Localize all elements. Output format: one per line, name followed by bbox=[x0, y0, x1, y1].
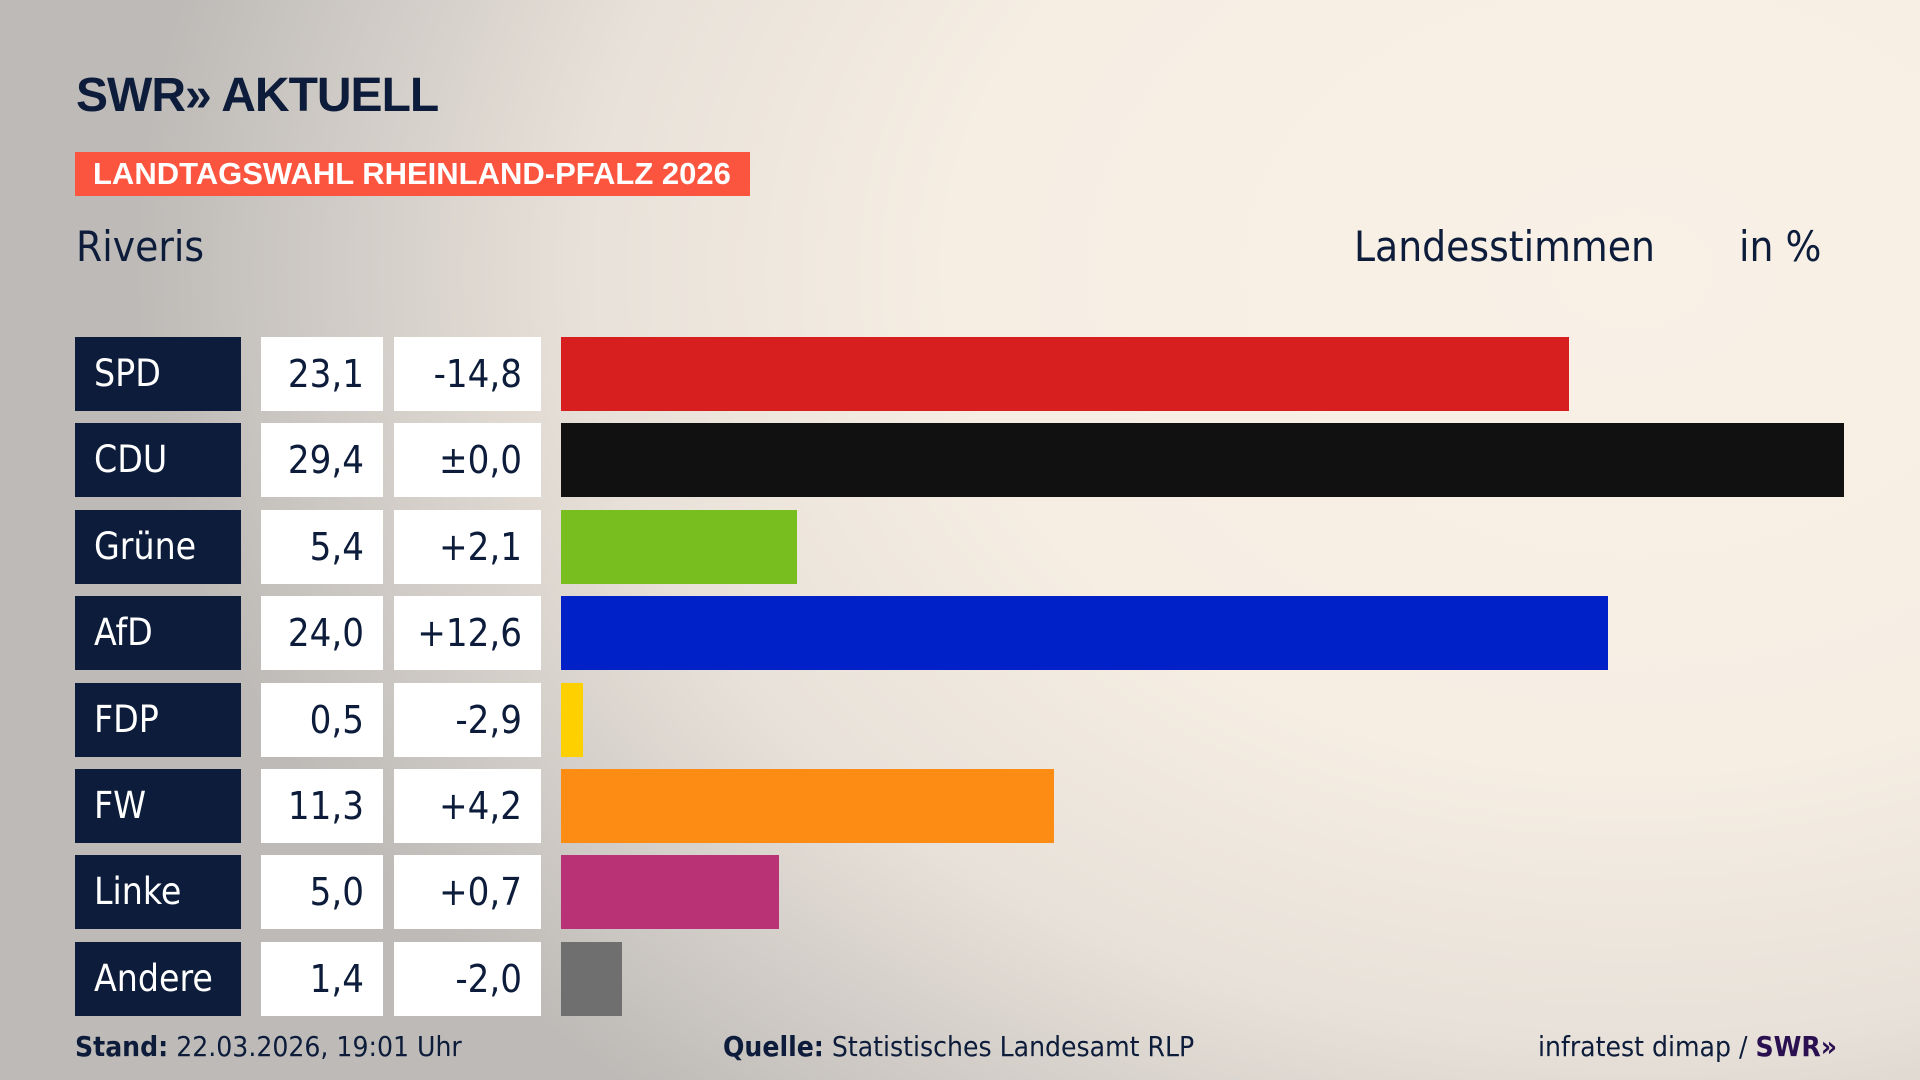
stand-value: 22.03.2026, 19:01 Uhr bbox=[176, 1030, 462, 1063]
diff-label: -2,9 bbox=[394, 682, 541, 757]
value-label: 11,3 bbox=[261, 769, 383, 843]
value-label: 24,0 bbox=[261, 596, 383, 671]
source-label: Quelle: bbox=[723, 1030, 824, 1063]
bar-spd bbox=[561, 337, 1570, 411]
bar-linke bbox=[561, 855, 780, 930]
party-label: SPD bbox=[75, 337, 241, 411]
value-label: 29,4 bbox=[261, 423, 383, 498]
party-label: Linke bbox=[75, 855, 241, 930]
value-label: 5,0 bbox=[261, 855, 383, 930]
diff-label: -14,8 bbox=[394, 337, 541, 411]
diff-label: +4,2 bbox=[394, 769, 541, 843]
party-label: AfD bbox=[75, 596, 241, 671]
swr-aktuell-logo: SWR» AKTUELL bbox=[76, 69, 439, 122]
value-label: 0,5 bbox=[261, 682, 383, 757]
diff-label: +12,6 bbox=[394, 596, 541, 671]
diff-label: -2,0 bbox=[394, 941, 541, 1016]
source-value: Statistisches Landesamt RLP bbox=[831, 1030, 1195, 1063]
value-label: 1,4 bbox=[261, 941, 383, 1016]
bar-andere bbox=[561, 941, 623, 1016]
credit: infratest dimap / SWR» bbox=[1538, 1030, 1837, 1063]
bar-afd bbox=[561, 596, 1609, 671]
credit-text: infratest dimap / bbox=[1538, 1030, 1748, 1063]
party-label: FW bbox=[75, 769, 241, 843]
party-label: Grüne bbox=[75, 509, 241, 584]
timestamp: Stand: 22.03.2026, 19:01 Uhr bbox=[75, 1030, 462, 1063]
bar-grüne bbox=[561, 509, 797, 584]
bar-fw bbox=[561, 769, 1055, 843]
party-label: Andere bbox=[75, 941, 241, 1016]
bar-fdp bbox=[561, 682, 583, 757]
value-label: 23,1 bbox=[261, 337, 383, 411]
value-label: 5,4 bbox=[261, 509, 383, 584]
election-banner: LANDTAGSWAHL RHEINLAND-PFALZ 2026 bbox=[75, 152, 750, 196]
diff-label: ±0,0 bbox=[394, 423, 541, 498]
source: Quelle: Statistisches Landesamt RLP bbox=[723, 1030, 1194, 1063]
region-title: Riveris bbox=[76, 222, 205, 271]
measure-label: Landesstimmen bbox=[1354, 222, 1655, 271]
diff-label: +0,7 bbox=[394, 855, 541, 930]
diff-label: +2,1 bbox=[394, 509, 541, 584]
party-label: CDU bbox=[75, 423, 241, 498]
unit-label: in % bbox=[1739, 222, 1822, 271]
swr-logo-small: SWR» bbox=[1755, 1030, 1838, 1063]
bar-cdu bbox=[561, 423, 1844, 498]
stand-label: Stand: bbox=[75, 1030, 169, 1063]
party-label: FDP bbox=[75, 682, 241, 757]
